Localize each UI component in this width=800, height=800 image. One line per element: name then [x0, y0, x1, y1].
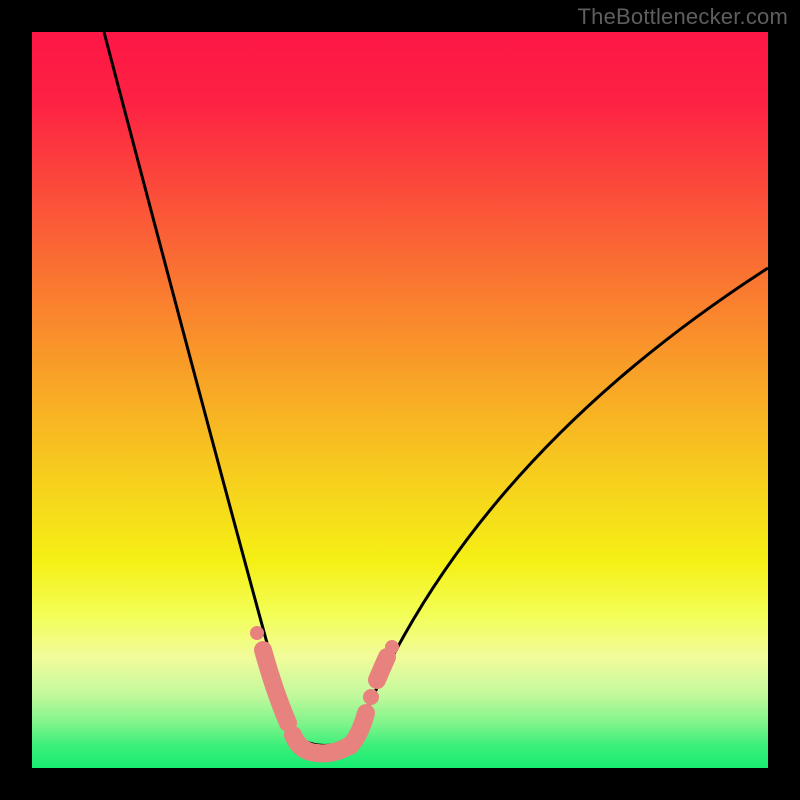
marker-dot — [385, 640, 399, 654]
marker-dot — [250, 626, 264, 640]
marker-dot — [363, 689, 379, 705]
watermark-text: TheBottlenecker.com — [578, 4, 788, 30]
chart-stage: TheBottlenecker.com — [0, 0, 800, 800]
plot-gradient-area — [32, 32, 768, 768]
marker-segment — [377, 657, 387, 680]
chart-svg — [0, 0, 800, 800]
